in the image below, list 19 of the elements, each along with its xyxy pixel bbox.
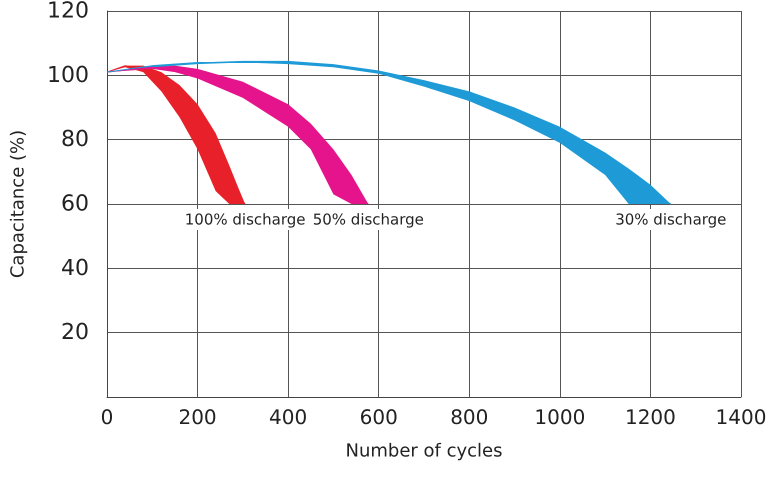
y-tick-label: 40 [61, 256, 89, 281]
y-tick-label: 100 [47, 62, 89, 88]
x-tick-label: 200 [178, 405, 217, 429]
annotation: 50% discharge [312, 210, 424, 228]
annotation: 100% discharge [184, 210, 306, 228]
y-tick-label: 120 [47, 0, 89, 24]
x-tick-label: 1000 [534, 405, 586, 429]
x-tick-label: 800 [450, 405, 488, 429]
x-tick-label: 1200 [624, 405, 676, 429]
y-tick-label: 80 [61, 127, 89, 152]
y-tick-label: 60 [61, 192, 89, 216]
x-tick-label: 0 [100, 405, 114, 429]
x-tick-label: 600 [360, 405, 398, 429]
annotation: 30% discharge [615, 210, 726, 228]
x-axis-title: Number of cycles [346, 440, 502, 462]
y-axis-title: Capacitance (%) [8, 130, 28, 278]
x-tick-label: 400 [269, 405, 308, 429]
y-tick-label: 20 [61, 320, 89, 346]
x-tick-label: 1400 [716, 405, 766, 429]
